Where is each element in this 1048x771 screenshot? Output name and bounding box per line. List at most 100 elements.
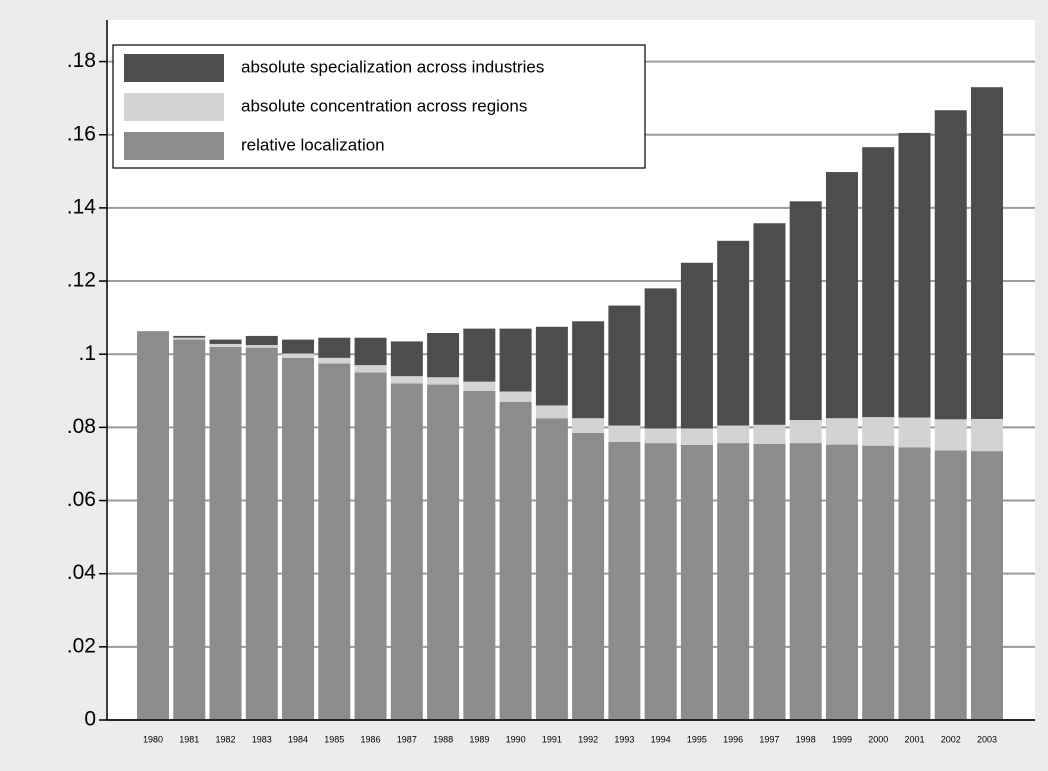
legend: absolute specialization across industrie… xyxy=(112,44,646,169)
x-tick-label: 1996 xyxy=(723,734,743,744)
bar-segment xyxy=(209,346,242,720)
x-tick-label: 1995 xyxy=(687,734,707,744)
bar-segment xyxy=(535,326,568,406)
bar-segment xyxy=(753,223,786,425)
bar-segment xyxy=(789,420,822,444)
bar-segment xyxy=(245,345,278,348)
x-tick-label: 2003 xyxy=(977,734,997,744)
bar-segment xyxy=(209,339,242,344)
bar-segment xyxy=(898,447,931,720)
bars xyxy=(137,87,1003,720)
bar-segment xyxy=(789,443,822,720)
bar-segment xyxy=(173,339,206,720)
y-tick-label: .02 xyxy=(67,634,96,657)
bar-segment xyxy=(318,357,351,364)
bar-segment xyxy=(463,328,496,382)
bar-segment xyxy=(173,337,206,340)
bar-segment xyxy=(572,418,605,433)
bar-segment xyxy=(825,444,858,720)
x-tick-label: 1997 xyxy=(759,734,779,744)
bar-segment xyxy=(572,432,605,720)
bar-segment xyxy=(862,417,895,446)
x-tick-label: 1981 xyxy=(179,734,199,744)
bar-segment xyxy=(898,132,931,418)
x-tick-label: 1986 xyxy=(361,734,381,744)
bar-segment xyxy=(971,87,1003,419)
x-tick-label: 1988 xyxy=(433,734,453,744)
bar-segment xyxy=(898,417,931,448)
bar-segment xyxy=(318,337,351,358)
bar-segment xyxy=(934,450,967,720)
bar-segment xyxy=(717,425,750,444)
bar-segment xyxy=(282,339,315,354)
bar-segment xyxy=(971,418,1003,452)
x-tick-label: 1987 xyxy=(397,734,417,744)
bar-segment xyxy=(499,328,532,392)
y-tick-label: .16 xyxy=(67,122,96,145)
x-tick-label: 1994 xyxy=(651,734,671,744)
bar-segment xyxy=(282,357,315,720)
bar-segment xyxy=(463,390,496,720)
y-tick-label: .06 xyxy=(67,488,96,511)
bar-segment xyxy=(173,335,206,338)
bar-segment xyxy=(753,424,786,444)
x-tick-label: 2000 xyxy=(868,734,888,744)
x-tick-label: 1990 xyxy=(506,734,526,744)
bar-segment xyxy=(572,321,605,419)
bar-segment xyxy=(354,372,387,720)
bar-segment xyxy=(608,442,641,720)
bar-segment xyxy=(427,332,460,378)
x-tick-label: 1983 xyxy=(252,734,272,744)
bar-segment xyxy=(934,110,967,420)
bar-segment xyxy=(680,262,713,429)
legend-label: absolute concentration across regions xyxy=(241,96,527,115)
bar-segment xyxy=(789,201,822,421)
legend-label: relative localization xyxy=(241,135,385,154)
y-tick-label: .04 xyxy=(67,561,97,584)
bar-segment xyxy=(354,337,387,366)
bar-segment xyxy=(390,376,423,384)
bar-segment xyxy=(608,305,641,426)
y-tick-label: .08 xyxy=(67,415,96,438)
bar-segment xyxy=(717,443,750,720)
bar-segment xyxy=(862,445,895,720)
bar-segment xyxy=(535,405,568,419)
bar-segment xyxy=(427,384,460,720)
x-tick-label: 1984 xyxy=(288,734,308,744)
bar-segment xyxy=(390,383,423,720)
bar-segment xyxy=(354,365,387,373)
x-tick-label: 1999 xyxy=(832,734,852,744)
legend-label: absolute specialization across industrie… xyxy=(241,57,544,76)
bar-segment xyxy=(717,240,750,426)
bar-segment xyxy=(137,331,169,720)
bar-segment xyxy=(245,335,278,346)
bar-segment xyxy=(753,443,786,720)
x-tick-label: 1989 xyxy=(469,734,489,744)
y-tick-label: .12 xyxy=(67,269,96,292)
bar-segment xyxy=(644,428,677,444)
bar-segment xyxy=(971,451,1003,720)
y-tick-label: .14 xyxy=(67,195,97,218)
bar-segment xyxy=(318,363,351,720)
bar-segment xyxy=(209,343,242,347)
legend-swatch xyxy=(124,132,224,160)
y-tick-label: .1 xyxy=(78,342,96,365)
bar-segment xyxy=(680,428,713,445)
bar-segment xyxy=(825,172,858,419)
bar-segment xyxy=(463,381,496,391)
x-tick-label: 2001 xyxy=(904,734,924,744)
bar-segment xyxy=(427,377,460,385)
x-tick-label: 2002 xyxy=(941,734,961,744)
bar-segment xyxy=(644,443,677,720)
bar-segment xyxy=(282,353,315,358)
x-tick-label: 1982 xyxy=(216,734,236,744)
legend-swatch xyxy=(124,93,224,121)
bar-segment xyxy=(680,444,713,720)
bar-segment xyxy=(644,288,677,429)
x-tick-label: 1998 xyxy=(796,734,816,744)
x-tick-label: 1992 xyxy=(578,734,598,744)
bar-segment xyxy=(934,419,967,451)
y-tick-label: 0 xyxy=(84,708,96,731)
bar-segment xyxy=(499,401,532,720)
